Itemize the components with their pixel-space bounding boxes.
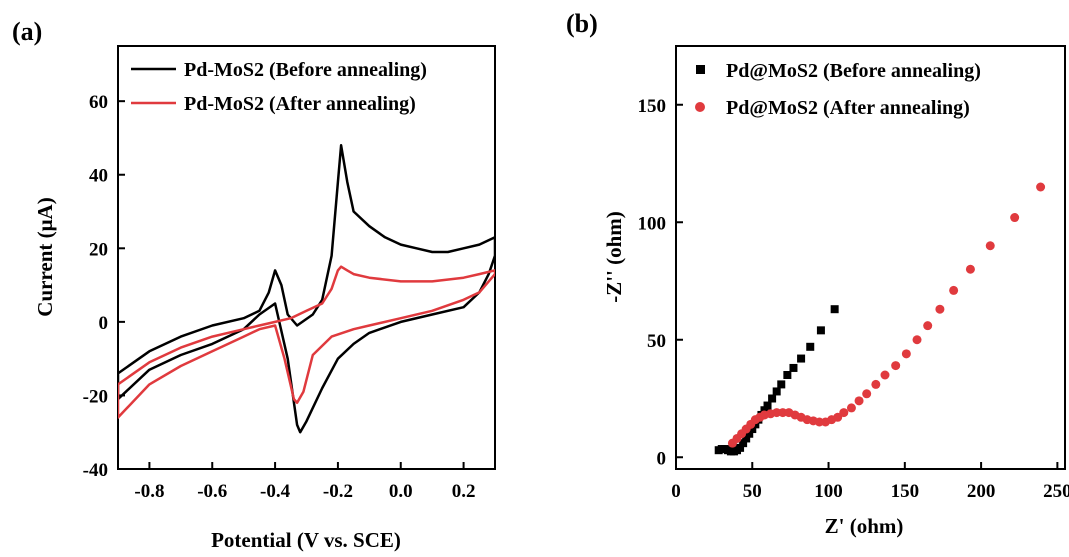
panel-a-x-tick-label: -0.6 xyxy=(197,481,227,502)
nyquist-point-before xyxy=(797,355,805,363)
nyquist-point-after xyxy=(839,408,848,417)
cv-curve-0 xyxy=(118,145,495,432)
panel-a-ticks: -0.8 -0.6 -0.4 -0.2 0.0 0.2 -40 -20 0 20 40 60 xyxy=(83,92,476,502)
panel-a-y-tick-label: 40 xyxy=(89,166,108,187)
panel-b-y-tick-label: 50 xyxy=(647,331,666,352)
nyquist-point-before xyxy=(764,402,772,410)
panel-a-y-tick-label: 60 xyxy=(89,92,108,113)
panel-a-x-tick-label: -0.2 xyxy=(323,481,353,502)
legend-b-marker-1 xyxy=(695,102,705,112)
nyquist-point-after xyxy=(880,371,889,380)
panel-a-curves xyxy=(118,145,495,432)
nyquist-point-after xyxy=(913,335,922,344)
panel-b-x-axis-label: Z' (ohm) xyxy=(825,514,904,538)
nyquist-point-before xyxy=(806,343,814,351)
panel-b-label: (b) xyxy=(566,9,598,38)
nyquist-point-after xyxy=(923,321,932,330)
nyquist-point-after xyxy=(871,380,880,389)
panel-b-y-tick-label: 0 xyxy=(657,448,667,469)
legend-a-label-1: Pd-MoS2 (After annealing) xyxy=(184,93,416,115)
panel-a-x-tick-label: 0.0 xyxy=(389,481,413,502)
panel-b-x-tick-label: 150 xyxy=(891,481,920,502)
nyquist-point-after xyxy=(862,389,871,398)
nyquist-point-after xyxy=(847,403,856,412)
panel-a-legend: Pd-MoS2 (Before annealing) Pd-MoS2 (Afte… xyxy=(131,59,427,115)
panel-a-y-tick-label: 0 xyxy=(99,313,109,334)
panel-b-x-tick-label: 100 xyxy=(814,481,843,502)
nyquist-point-after xyxy=(1036,183,1045,192)
panel-a-y-tick-label: -20 xyxy=(83,386,108,407)
nyquist-point-after xyxy=(902,349,911,358)
panel-a-label: (a) xyxy=(12,17,42,46)
nyquist-point-before xyxy=(783,371,791,379)
cv-curve-1 xyxy=(118,267,495,418)
nyquist-point-before xyxy=(789,364,797,372)
legend-b-label-1: Pd@MoS2 (After annealing) xyxy=(726,97,970,119)
nyquist-point-after xyxy=(855,396,864,405)
panel-b-legend: Pd@MoS2 (Before annealing) Pd@MoS2 (Afte… xyxy=(695,60,981,119)
nyquist-point-before xyxy=(768,395,776,403)
nyquist-point-after xyxy=(966,265,975,274)
panel-b-ticks: 0 50 100 150 200 250 0 50 100 150 xyxy=(638,96,1069,502)
nyquist-point-after xyxy=(935,305,944,314)
panel-b-x-tick-label: 50 xyxy=(743,481,762,502)
legend-a-label-0: Pd-MoS2 (Before annealing) xyxy=(184,59,427,81)
legend-b-marker-0 xyxy=(696,65,705,74)
panel-a-y-axis-label: Current (μA) xyxy=(33,197,57,316)
panel-a-x-tick-label: -0.4 xyxy=(260,481,291,502)
nyquist-point-after xyxy=(986,241,995,250)
nyquist-point-before xyxy=(817,326,825,334)
panel-a-x-tick-label: -0.8 xyxy=(134,481,164,502)
nyquist-point-after xyxy=(949,286,958,295)
nyquist-point-before xyxy=(831,305,839,313)
panel-a-x-tick-label: 0.2 xyxy=(452,481,476,502)
nyquist-point-before xyxy=(777,380,785,388)
panel-a-y-tick-label: -40 xyxy=(83,460,108,481)
panel-b-x-tick-label: 200 xyxy=(967,481,996,502)
legend-b-label-0: Pd@MoS2 (Before annealing) xyxy=(726,60,981,82)
nyquist-point-after xyxy=(1010,213,1019,222)
nyquist-point-before xyxy=(773,387,781,395)
panel-b-x-tick-label: 250 xyxy=(1043,481,1069,502)
panel-b-x-tick-label: 0 xyxy=(671,481,681,502)
panel-a-y-tick-label: 20 xyxy=(89,239,108,260)
panel-a-x-axis-label: Potential (V vs. SCE) xyxy=(211,528,401,552)
panel-b-y-tick-label: 100 xyxy=(638,213,667,234)
nyquist-point-after xyxy=(891,361,900,370)
panel-b-y-tick-label: 150 xyxy=(638,96,667,117)
panel-b-points xyxy=(715,183,1045,456)
panel-b-y-axis-label: -Z'' (ohm) xyxy=(602,211,626,303)
